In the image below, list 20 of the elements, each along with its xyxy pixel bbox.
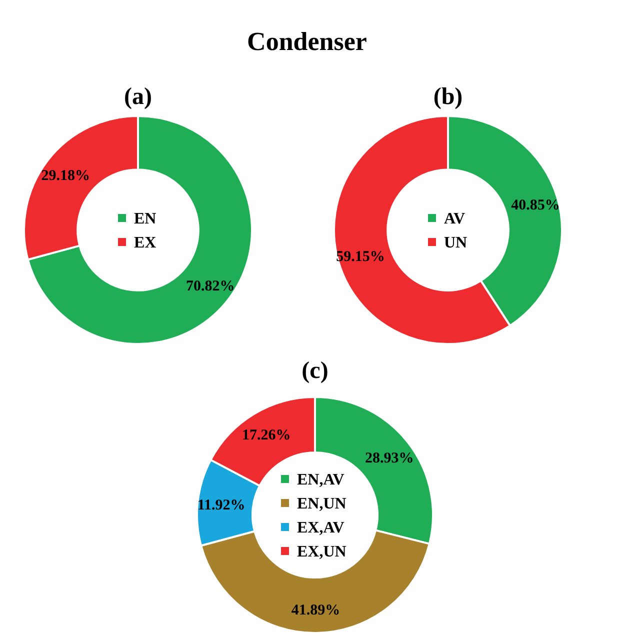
legend-label: EN,UN [297, 496, 347, 513]
chart-title: (a) [124, 84, 152, 110]
data-label: 41.89% [291, 602, 340, 619]
legend-label: AV [444, 210, 466, 228]
data-label: 29.18% [41, 168, 90, 184]
legend-label: UN [444, 234, 468, 252]
data-label: 70.82% [186, 278, 235, 295]
legend-label: EN [134, 210, 157, 228]
legend-label: EX,UN [297, 544, 347, 561]
data-label: 17.26% [242, 428, 291, 444]
data-label: 11.92% [197, 498, 246, 514]
donut-slice [26, 115, 253, 345]
data-label: 40.85% [511, 197, 560, 214]
data-label: 28.93% [364, 450, 414, 466]
legend-label: EN,AV [297, 472, 345, 489]
chart-title: (c) [302, 358, 328, 384]
legend-label: EX,AV [297, 520, 345, 537]
text: Condenser [247, 27, 367, 56]
chart-title: (b) [433, 84, 463, 110]
legend-label: EX [134, 234, 157, 252]
